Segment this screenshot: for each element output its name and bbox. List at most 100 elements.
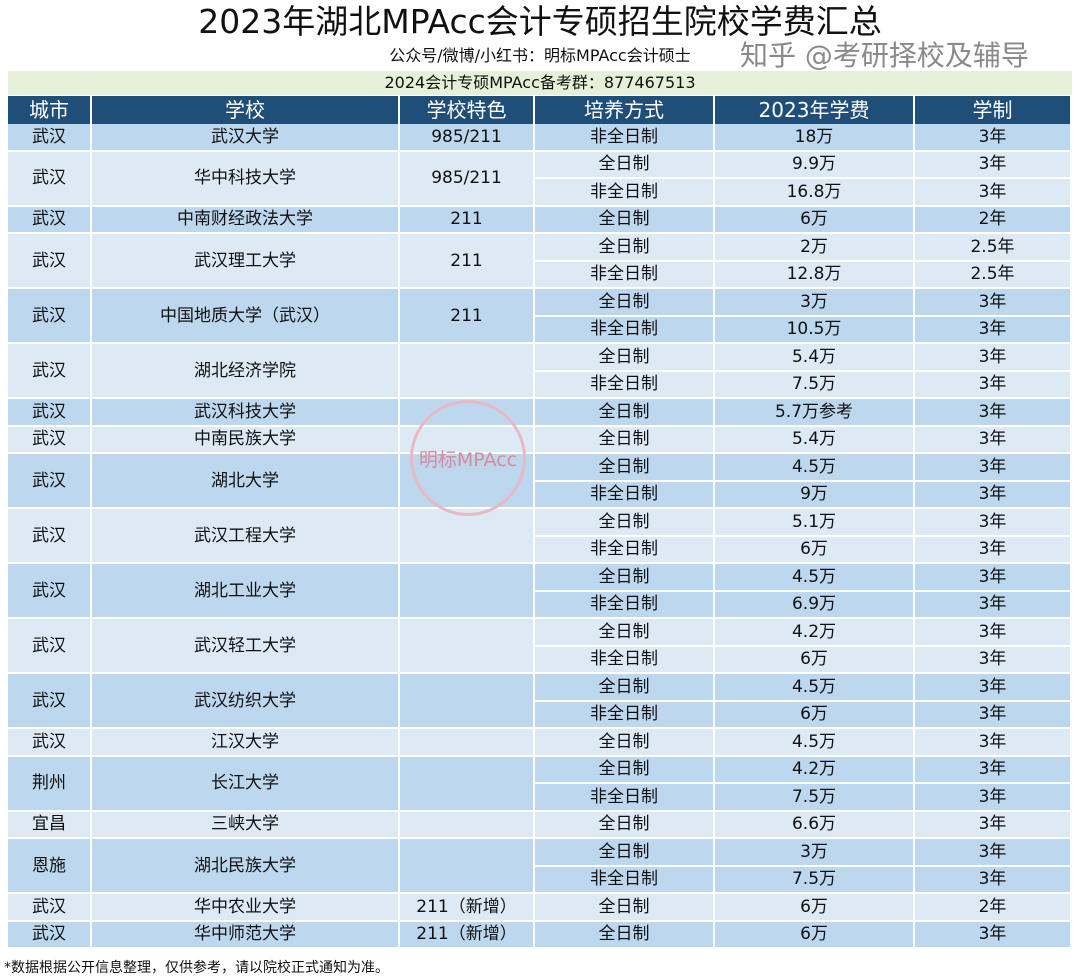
tuition-table: 城市 学校 学校特色 培养方式 2023年学费 学制 武汉 武汉大学 985/211… — [8, 96, 1072, 949]
duration-cell: 3年 — [915, 371, 1072, 399]
school-cell: 中南民族大学 — [92, 426, 400, 454]
table-row: 武汉 华中师范大学 211（新增） 全日制 6万 3年 — [8, 921, 1072, 949]
fee-cell: 7.5万 — [715, 371, 915, 399]
table-row: 武汉 江汉大学 全日制 4.5万 3年 — [8, 729, 1072, 757]
mode-cell: 全日制 — [535, 426, 715, 454]
fee-cell: 18万 — [715, 124, 915, 152]
duration-cell: 3年 — [915, 316, 1072, 344]
duration-cell: 3年 — [915, 784, 1072, 812]
mode-cell: 非全日制 — [535, 179, 715, 207]
fee-cell: 3万 — [715, 839, 915, 867]
table-header: 城市 学校 学校特色 培养方式 2023年学费 学制 — [8, 96, 1072, 124]
city-cell: 武汉 — [8, 151, 92, 207]
school-cell: 武汉工程大学 — [92, 509, 400, 564]
school-cell: 武汉大学 — [92, 124, 400, 152]
duration-cell: 2年 — [915, 894, 1072, 922]
header-mode: 培养方式 — [535, 96, 715, 124]
city-cell: 宜昌 — [8, 811, 92, 839]
feature-cell: 211 — [400, 289, 535, 344]
school-cell: 华中科技大学 — [92, 151, 400, 207]
header-school: 学校 — [92, 96, 400, 124]
table-row: 非全日制 10.5万 3年 — [8, 316, 1072, 344]
table-row: 武汉 武汉轻工大学 全日制 4.2万 3年 — [8, 619, 1072, 674]
table-row: 非全日制 16.8万 3年 — [8, 179, 1072, 207]
duration-cell: 3年 — [915, 811, 1072, 839]
fee-cell: 5.4万 — [715, 344, 915, 372]
header-fee: 2023年学费 — [715, 96, 915, 124]
duration-cell: 3年 — [915, 509, 1072, 537]
fee-cell: 4.2万 — [715, 619, 915, 647]
duration-cell: 3年 — [915, 674, 1072, 702]
fee-cell: 9.9万 — [715, 151, 915, 179]
city-cell: 武汉 — [8, 344, 92, 399]
duration-cell: 3年 — [915, 756, 1072, 784]
table-row: 非全日制 6万 3年 — [8, 536, 1072, 564]
mode-cell: 非全日制 — [535, 701, 715, 729]
city-cell: 武汉 — [8, 674, 92, 729]
fee-cell: 6万 — [715, 646, 915, 674]
mode-cell: 全日制 — [535, 206, 715, 234]
feature-cell — [400, 619, 535, 674]
fee-cell: 6.6万 — [715, 811, 915, 839]
duration-cell: 3年 — [915, 701, 1072, 729]
city-cell: 武汉 — [8, 894, 92, 922]
school-cell: 长江大学 — [92, 756, 400, 812]
table-row: 恩施 湖北民族大学 全日制 3万 3年 — [8, 839, 1072, 894]
fee-cell: 4.5万 — [715, 454, 915, 482]
table-row: 武汉 武汉大学 985/211 非全日制 18万 3年 — [8, 124, 1072, 152]
duration-cell: 3年 — [915, 151, 1072, 179]
fee-cell: 6万 — [715, 894, 915, 922]
city-cell: 武汉 — [8, 921, 92, 949]
fee-cell: 4.5万 — [715, 729, 915, 757]
fee-cell: 6.9万 — [715, 591, 915, 619]
feature-cell — [400, 839, 535, 894]
mode-cell: 非全日制 — [535, 536, 715, 564]
table-row: 武汉 武汉科技大学 全日制 5.7万参考 3年 — [8, 399, 1072, 427]
table-row: 武汉 中国地质大学（武汉） 211 全日制 3万 3年 — [8, 289, 1072, 344]
fee-cell: 6万 — [715, 206, 915, 234]
school-cell: 三峡大学 — [92, 811, 400, 839]
mode-cell: 全日制 — [535, 234, 715, 262]
city-cell: 武汉 — [8, 564, 92, 619]
fee-cell: 3万 — [715, 289, 915, 317]
mode-cell: 非全日制 — [535, 124, 715, 152]
mode-cell: 非全日制 — [535, 316, 715, 344]
city-cell: 武汉 — [8, 509, 92, 564]
feature-cell — [400, 344, 535, 399]
duration-cell: 3年 — [915, 289, 1072, 317]
table-row: 武汉 华中农业大学 211（新增） 全日制 6万 2年 — [8, 894, 1072, 922]
fee-cell: 7.5万 — [715, 866, 915, 894]
table-row: 武汉 中南民族大学 全日制 5.4万 3年 — [8, 426, 1072, 454]
mode-cell: 全日制 — [535, 839, 715, 867]
fee-cell: 5.1万 — [715, 509, 915, 537]
city-cell: 武汉 — [8, 729, 92, 757]
fee-cell: 6万 — [715, 536, 915, 564]
mode-cell: 非全日制 — [535, 866, 715, 894]
duration-cell: 3年 — [915, 564, 1072, 592]
fee-cell: 9万 — [715, 481, 915, 509]
duration-cell: 3年 — [915, 399, 1072, 427]
feature-cell — [400, 811, 535, 839]
table-row: 武汉 武汉理工大学 211 全日制 2万 2.5年 — [8, 234, 1072, 289]
table-row: 非全日制 7.5万 3年 — [8, 866, 1072, 894]
fee-cell: 12.8万 — [715, 261, 915, 289]
feature-cell — [400, 426, 535, 454]
subtitle: 公众号/微博/小红书：明标MPAcc会计硕士 — [389, 46, 691, 65]
feature-cell — [400, 564, 535, 619]
school-cell: 武汉轻工大学 — [92, 619, 400, 674]
school-cell: 湖北工业大学 — [92, 564, 400, 619]
page-title: 2023年湖北MPAcc会计专硕招生院校学费汇总 — [198, 2, 882, 41]
mode-cell: 非全日制 — [535, 591, 715, 619]
feature-cell — [400, 454, 535, 509]
fee-cell: 4.5万 — [715, 674, 915, 702]
city-cell: 武汉 — [8, 426, 92, 454]
mode-cell: 非全日制 — [535, 481, 715, 509]
mode-cell: 全日制 — [535, 344, 715, 372]
fee-cell: 6万 — [715, 701, 915, 729]
header-city: 城市 — [8, 96, 92, 124]
feature-cell: 211（新增） — [400, 921, 535, 949]
feature-cell: 985/211 — [400, 151, 535, 207]
fee-cell: 6万 — [715, 921, 915, 949]
duration-cell: 3年 — [915, 344, 1072, 372]
feature-cell: 211 — [400, 234, 535, 289]
